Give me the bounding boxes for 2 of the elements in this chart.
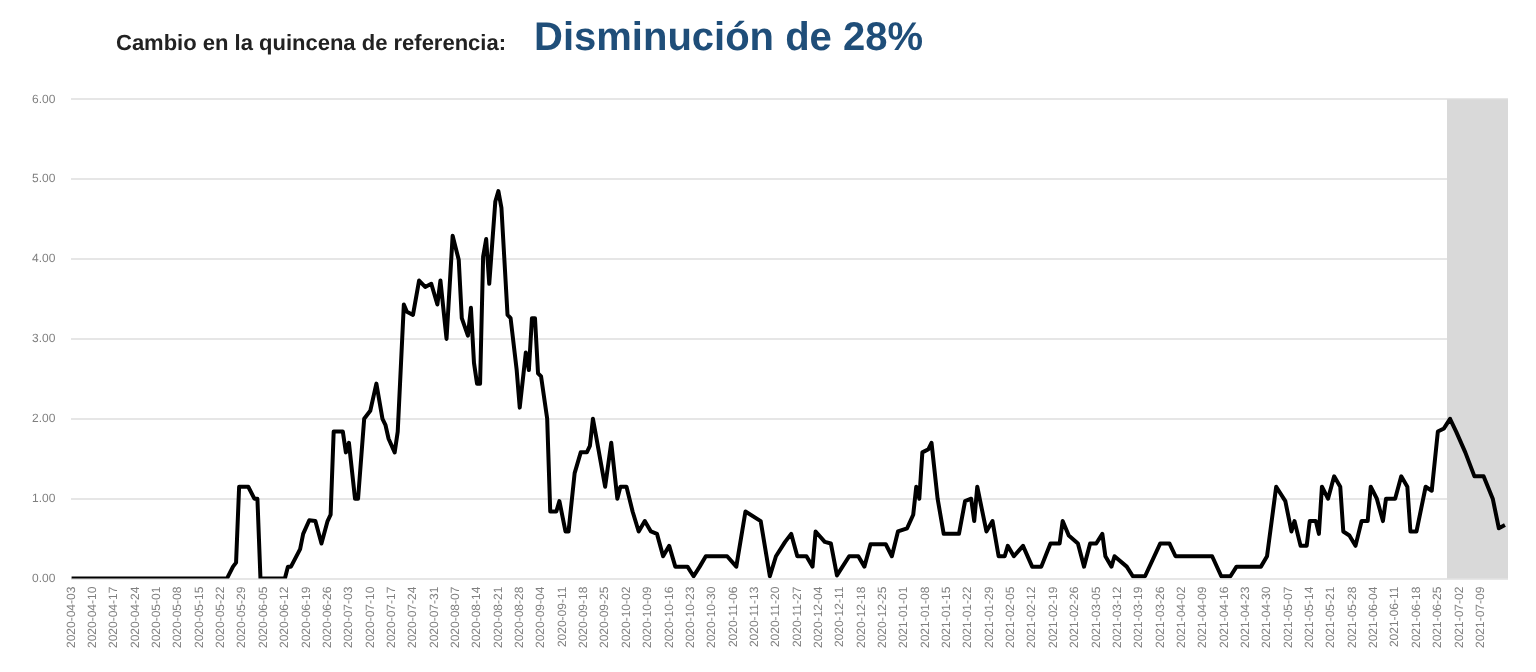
- chart-title: Cambio en la quincena de referencia:: [116, 32, 507, 56]
- chart-subtitle: Disminución de 28%: [534, 16, 924, 62]
